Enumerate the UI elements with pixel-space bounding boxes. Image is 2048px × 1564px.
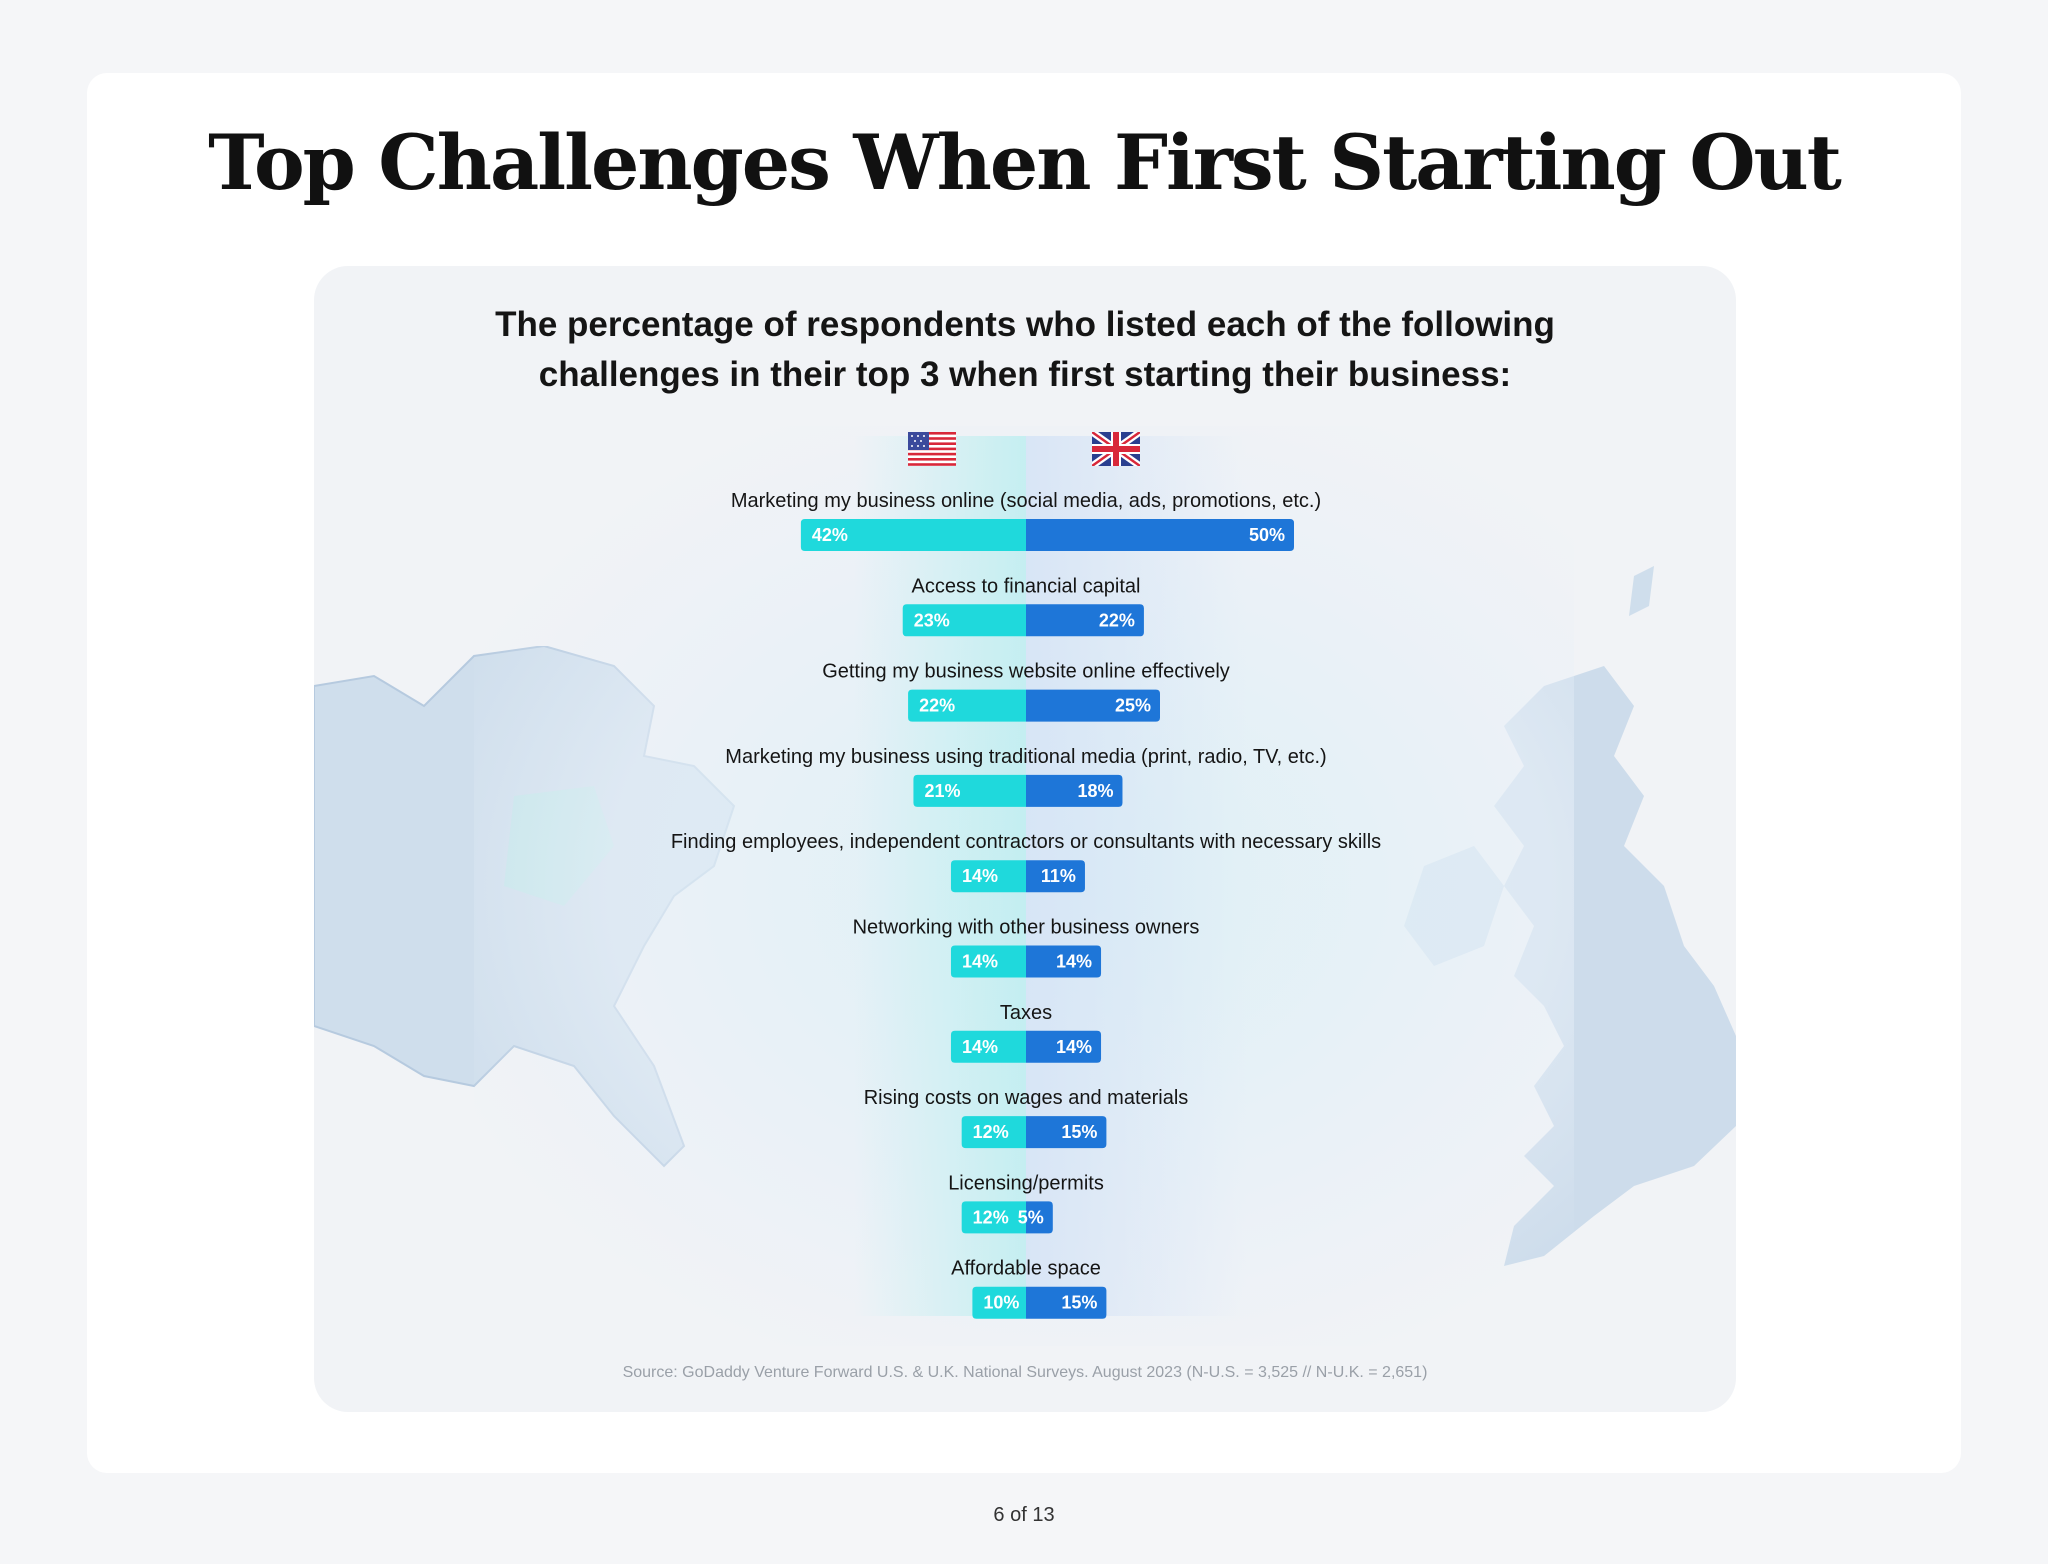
uk-value-label: 22% — [1099, 610, 1135, 630]
uk-bar — [1026, 945, 1102, 978]
chart-subtitle: The percentage of respondents who listed… — [314, 300, 1736, 400]
category-label: Networking with other business owners — [853, 917, 1200, 939]
uk-bar — [1026, 1030, 1102, 1063]
chart-subtitle-line-2: challenges in their top 3 when first sta… — [538, 355, 1512, 394]
uk-bar — [1026, 860, 1085, 893]
uk-bar — [1026, 689, 1160, 722]
uk-bar — [1026, 604, 1144, 637]
uk-bar — [1026, 1286, 1107, 1319]
us-bar — [961, 1116, 1026, 1149]
uk-value-label: 5% — [1018, 1207, 1044, 1227]
category-label: Taxes — [1000, 1002, 1052, 1024]
uk-flag-icon — [1092, 432, 1140, 466]
page-indicator: 6 of 13 — [993, 1504, 1055, 1526]
us-value-label: 12% — [973, 1207, 1009, 1227]
uk-value-label: 15% — [1061, 1122, 1097, 1142]
chart-panel: The percentage of respondents who listed… — [314, 266, 1736, 1412]
category-label: Marketing my business online (social med… — [731, 490, 1321, 512]
category-label: Getting my business website online effec… — [822, 661, 1230, 683]
uk-bar — [1026, 519, 1294, 551]
page-title: Top Challenges When First Starting Out — [208, 118, 1842, 207]
us-bar — [972, 1286, 1026, 1319]
uk-bar — [1026, 774, 1123, 807]
us-value-label: 12% — [973, 1122, 1009, 1142]
us-value-label: 14% — [962, 1037, 998, 1057]
category-label: Finding employees, independent contracto… — [671, 831, 1381, 853]
category-label: Rising costs on wages and materials — [864, 1087, 1189, 1109]
source-note: Source: GoDaddy Venture Forward U.S. & U… — [622, 1364, 1428, 1381]
uk-value-label: 50% — [1249, 525, 1285, 545]
challenges-chart: Marketing my business online (social med… — [671, 490, 1381, 1319]
us-bar — [913, 774, 1026, 807]
us-bar — [961, 1201, 1026, 1234]
uk-bar — [1026, 1116, 1107, 1149]
us-value-label: 22% — [919, 696, 955, 716]
us-bar — [950, 860, 1026, 893]
us-value-label: 14% — [962, 866, 998, 886]
us-value-label: 23% — [914, 610, 950, 630]
us-value-label: 10% — [983, 1293, 1019, 1313]
uk-value-label: 14% — [1056, 952, 1092, 972]
us-bar — [950, 1030, 1026, 1063]
uk-value-label: 11% — [1041, 866, 1076, 886]
category-label: Affordable space — [951, 1258, 1101, 1280]
us-bar — [950, 945, 1026, 978]
us-value-label: 14% — [962, 952, 998, 972]
uk-value-label: 25% — [1115, 696, 1151, 716]
category-label: Marketing my business using traditional … — [725, 746, 1326, 768]
uk-bar — [1026, 1201, 1053, 1234]
uk-value-label: 18% — [1077, 781, 1113, 801]
us-bar — [800, 519, 1026, 551]
us-value-label: 42% — [812, 525, 848, 545]
us-bar — [908, 689, 1026, 722]
category-label: Licensing/permits — [948, 1172, 1104, 1194]
us-flag-icon — [908, 432, 956, 466]
category-label: Access to financial capital — [911, 575, 1140, 597]
us-bar — [902, 604, 1026, 637]
chart-subtitle-line-1: The percentage of respondents who listed… — [495, 305, 1555, 344]
uk-value-label: 15% — [1061, 1293, 1097, 1313]
us-value-label: 21% — [924, 781, 960, 801]
uk-value-label: 14% — [1056, 1037, 1092, 1057]
